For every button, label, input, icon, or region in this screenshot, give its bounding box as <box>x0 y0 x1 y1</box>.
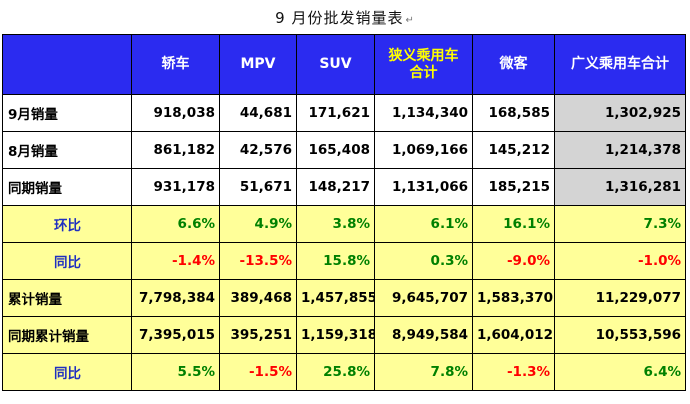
table-cell: -13.5% <box>219 242 297 280</box>
table-cell: 0.3% <box>374 242 473 280</box>
table-cell: 11,229,077 <box>554 279 686 317</box>
header-cell-mpv: MPV <box>219 34 297 95</box>
table-cell: 3.8% <box>296 205 375 243</box>
table-cell: 7.8% <box>374 353 473 391</box>
table-cell: 145,212 <box>472 131 555 169</box>
table-body: 9月销量 918,038 44,681 171,621 1,134,340 168,585… <box>2 94 686 391</box>
table-cell: 861,182 <box>131 131 220 169</box>
table-cell: -1.4% <box>131 242 220 280</box>
table-cell: -1.5% <box>219 353 297 391</box>
table-cell: 6.4% <box>554 353 686 391</box>
table-cell: 15.8% <box>296 242 375 280</box>
row-label: 8月销量 <box>2 131 132 169</box>
table-cell: 6.1% <box>374 205 473 243</box>
table-cell: 4.9% <box>219 205 297 243</box>
table-cell: 25.8% <box>296 353 375 391</box>
table-row: 累计销量 7,798,384 389,468 1,457,855 9,645,707 1,… <box>2 279 686 317</box>
table-cell: 1,457,855 <box>296 279 375 317</box>
table-cell: 51,671 <box>219 168 297 206</box>
table-cell: 168,585 <box>472 94 555 132</box>
table-title: 9 月份批发销量表 ↵ <box>0 7 690 28</box>
row-label: 同期累计销量 <box>2 316 132 354</box>
table-row: 同期销量 931,178 51,671 148,217 1,131,066 185,215… <box>2 168 686 206</box>
header-cell-minivan: 微客 <box>472 34 555 95</box>
table-row: 9月销量 918,038 44,681 171,621 1,134,340 168,585… <box>2 94 686 132</box>
row-label: 同比 <box>2 242 132 280</box>
table-cell: 1,214,378 <box>554 131 686 169</box>
table-row: 8月销量 861,182 42,576 165,408 1,069,166 145,212… <box>2 131 686 169</box>
table-cell: 5.5% <box>131 353 220 391</box>
table-cell: 1,069,166 <box>374 131 473 169</box>
table-cell: 7.3% <box>554 205 686 243</box>
table-cell: 1,134,340 <box>374 94 473 132</box>
table-cell: 389,468 <box>219 279 297 317</box>
table-row: 同期累计销量 7,395,015 395,251 1,159,318 8,949,584… <box>2 316 686 354</box>
header-cell-suv: SUV <box>296 34 375 95</box>
table-cell: 1,131,066 <box>374 168 473 206</box>
table-cell: 918,038 <box>131 94 220 132</box>
table-cell: 1,604,012 <box>472 316 555 354</box>
header-cell-broad-total: 广义乘用车合计 <box>554 34 686 95</box>
table-cell: 165,408 <box>296 131 375 169</box>
table-cell: 1,316,281 <box>554 168 686 206</box>
header-narrow-total-text: 狭义乘用车 合计 <box>388 47 459 81</box>
row-label: 同期销量 <box>2 168 132 206</box>
table-cell: 1,583,370 <box>472 279 555 317</box>
title-text: 9 月份批发销量表 <box>275 9 404 27</box>
table-cell: 7,395,015 <box>131 316 220 354</box>
table-cell: 44,681 <box>219 94 297 132</box>
table-cell: 171,621 <box>296 94 375 132</box>
table-cell: 7,798,384 <box>131 279 220 317</box>
table-cell: 9,645,707 <box>374 279 473 317</box>
header-cell-corner <box>2 34 132 95</box>
row-label: 环比 <box>2 205 132 243</box>
return-mark: ↵ <box>405 15 415 26</box>
table-cell: 42,576 <box>219 131 297 169</box>
table-row: 同比 5.5% -1.5% 25.8% 7.8% -1.3% 6.4% <box>2 353 686 391</box>
row-label: 累计销量 <box>2 279 132 317</box>
header-cell-sedan: 轿车 <box>131 34 220 95</box>
table-cell: 10,553,596 <box>554 316 686 354</box>
sales-table: 轿车 MPV SUV 狭义乘用车 合计 微客 广义乘用车合计 9月销量 918,0… <box>2 34 686 391</box>
table-cell: 185,215 <box>472 168 555 206</box>
table-cell: 1,302,925 <box>554 94 686 132</box>
table-cell: 6.6% <box>131 205 220 243</box>
table-cell: 395,251 <box>219 316 297 354</box>
table-row: 同比 -1.4% -13.5% 15.8% 0.3% -9.0% -1.0% <box>2 242 686 280</box>
table-cell: 8,949,584 <box>374 316 473 354</box>
header-cell-narrow-total: 狭义乘用车 合计 <box>374 34 473 95</box>
table-cell: -1.3% <box>472 353 555 391</box>
table-cell: 148,217 <box>296 168 375 206</box>
table-row: 环比 6.6% 4.9% 3.8% 6.1% 16.1% 7.3% <box>2 205 686 243</box>
table-cell: -1.0% <box>554 242 686 280</box>
header-row: 轿车 MPV SUV 狭义乘用车 合计 微客 广义乘用车合计 <box>2 34 686 95</box>
table-cell: -9.0% <box>472 242 555 280</box>
row-label: 同比 <box>2 353 132 391</box>
table-cell: 1,159,318 <box>296 316 375 354</box>
table-cell: 16.1% <box>472 205 555 243</box>
table-cell: 931,178 <box>131 168 220 206</box>
row-label: 9月销量 <box>2 94 132 132</box>
